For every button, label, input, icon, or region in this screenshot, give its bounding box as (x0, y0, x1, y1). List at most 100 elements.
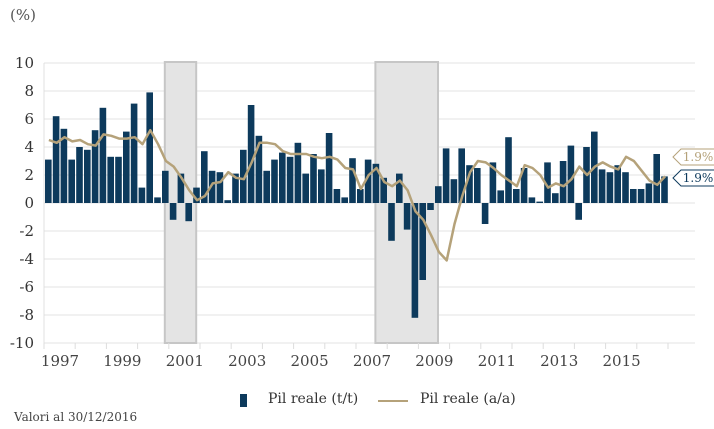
gdp-chart: 10 8 6 4 2 0 -2 -4 -6 -8 -10 1997 1999 2001 2003 2005 2… (10, 54, 714, 370)
bar (419, 203, 426, 280)
bar (458, 148, 465, 203)
bar (450, 179, 458, 203)
bar (138, 187, 146, 203)
x-axis: 1997 1999 2001 2003 2005 2007 2009 2011 2013 2015 (41, 343, 669, 370)
bar (216, 172, 224, 203)
bar (169, 203, 177, 220)
bar (107, 156, 114, 203)
x-tick-label: 2005 (291, 352, 329, 370)
end-label: 1.9% (672, 169, 714, 187)
y-tick-label: -10 (10, 334, 34, 352)
bar (162, 170, 169, 203)
x-tick-label: 2001 (166, 352, 204, 370)
x-tick-label: 1997 (41, 352, 79, 370)
bar (333, 189, 341, 203)
bar (154, 197, 161, 203)
bar (271, 159, 278, 203)
bar (388, 203, 395, 241)
bar (99, 107, 107, 203)
y-tick-label: -8 (19, 306, 34, 324)
bar (357, 189, 364, 203)
bar (606, 172, 614, 203)
x-tick-label: 2013 (540, 352, 578, 370)
y-tick-label: 10 (15, 54, 34, 72)
legend-label-line: Pil reale (a/a) (420, 391, 516, 407)
bar (45, 159, 52, 203)
bar (544, 162, 551, 203)
legend-line-swatch (378, 400, 408, 402)
bar (637, 189, 645, 203)
bar (505, 137, 512, 203)
bar (513, 189, 520, 203)
bar (208, 170, 216, 203)
y-tick-label: 4 (24, 138, 34, 156)
bar (232, 173, 239, 203)
bar (567, 145, 575, 203)
bar (372, 163, 380, 203)
footnote: Valori al 30/12/2016 (14, 410, 138, 424)
y-tick-label: 0 (24, 194, 34, 212)
bar (364, 159, 372, 203)
line-series (48, 128, 667, 262)
bar (349, 158, 356, 203)
bar (614, 165, 621, 203)
bar (622, 172, 629, 203)
bar (255, 135, 263, 203)
bar (466, 165, 473, 203)
bar (68, 159, 75, 203)
bar (536, 201, 543, 203)
y-tick-label: -4 (19, 250, 34, 268)
bar (645, 183, 653, 203)
bar (279, 152, 286, 203)
bar (380, 177, 387, 203)
end-label-box (672, 169, 714, 187)
bar (52, 116, 60, 203)
bar (193, 187, 200, 203)
x-tick-label: 2007 (353, 352, 391, 370)
bar (403, 203, 411, 230)
bar (224, 200, 231, 203)
end-labels: 1.9% 1.9% (672, 148, 714, 187)
bar (115, 156, 122, 203)
x-tick-label: 2015 (603, 352, 641, 370)
recession-band (163, 61, 198, 344)
bar (286, 156, 294, 203)
x-tick-label: 2011 (478, 352, 516, 370)
bar (396, 173, 403, 203)
y-tick-label: -6 (19, 278, 34, 296)
x-tick-label: 2003 (228, 352, 266, 370)
y-axis: 10 8 6 4 2 0 -2 -4 -6 -8 -10 (10, 54, 45, 352)
bar (341, 197, 348, 203)
bar (318, 169, 325, 203)
bar (325, 133, 333, 203)
bar (575, 203, 582, 220)
bar (427, 203, 434, 210)
y-axis-unit-label: (%) (10, 6, 36, 24)
bar (263, 170, 270, 203)
bar (123, 131, 130, 203)
bar (130, 103, 138, 203)
x-tick-label: 2009 (415, 352, 453, 370)
bar (310, 154, 317, 203)
y-tick-label: -2 (19, 222, 34, 240)
bar (185, 203, 192, 222)
bar (411, 203, 419, 318)
bar (661, 176, 668, 203)
legend-label-bar: Pil reale (t/t) (268, 391, 359, 407)
bar (177, 173, 185, 203)
x-tick-label: 1999 (103, 352, 141, 370)
end-label: 1.9% (672, 148, 714, 166)
bar-series (45, 92, 668, 318)
legend-bar-swatch (240, 394, 247, 407)
line-path (48, 128, 667, 262)
bar (489, 162, 497, 203)
bar (630, 189, 637, 203)
bar (91, 130, 99, 203)
bar (146, 92, 153, 203)
bar (76, 147, 83, 203)
bar (294, 142, 302, 203)
bar (552, 193, 559, 203)
end-label-text: 1.9% (683, 171, 714, 185)
bar (528, 197, 536, 203)
bar (84, 149, 91, 203)
